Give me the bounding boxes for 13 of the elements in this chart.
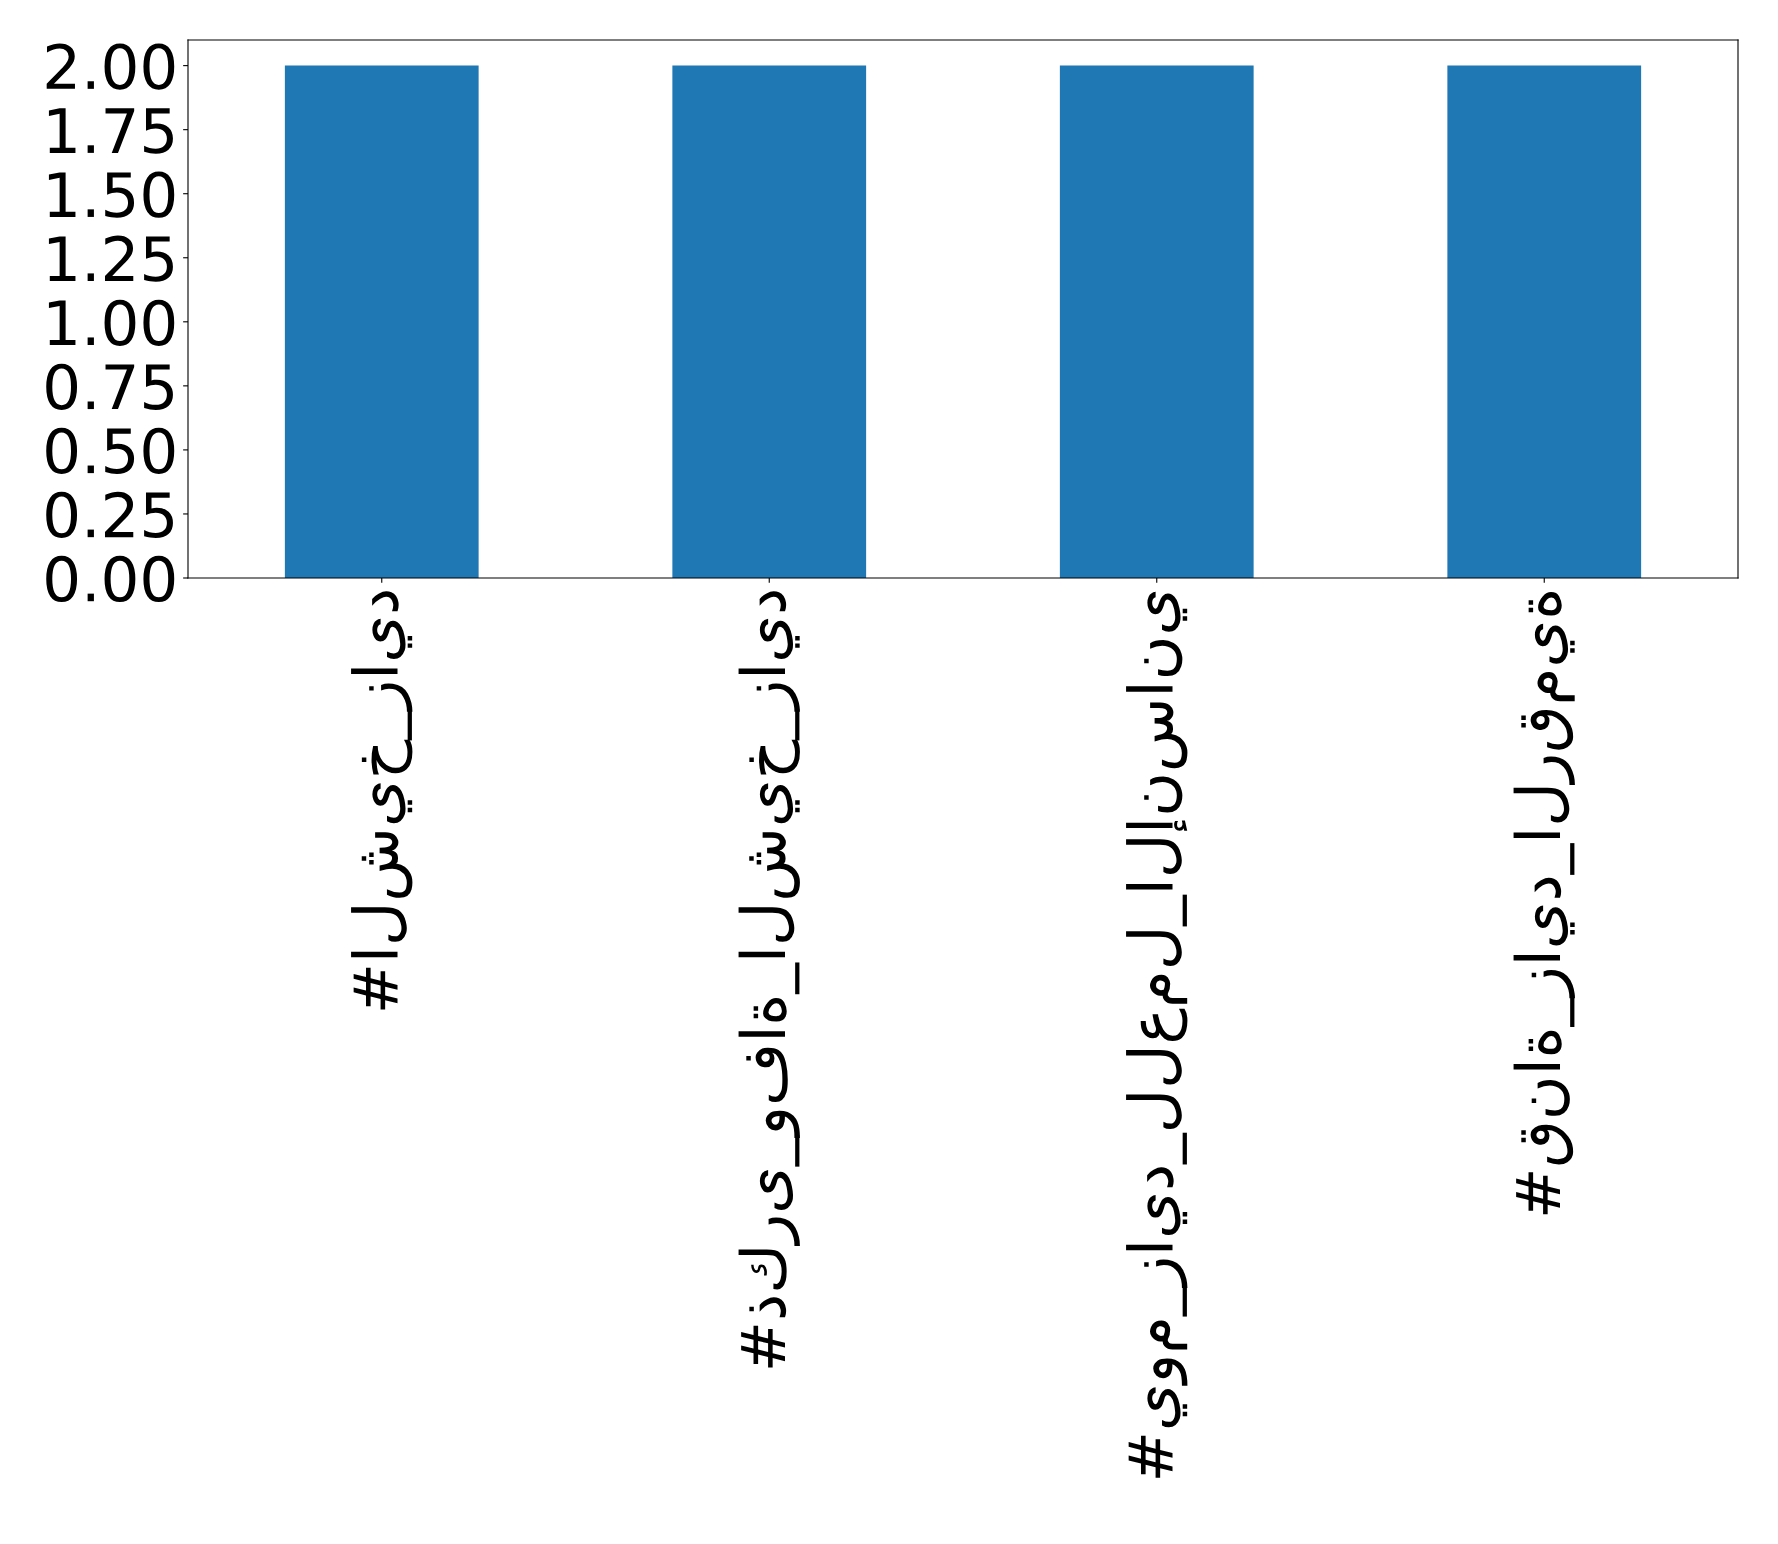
x-tick-label: #يوم_زايد_للعمل_الإنساني bbox=[1126, 591, 1188, 1478]
y-tick-label: 1.75 bbox=[48, 108, 173, 154]
y-tick-label: 1.00 bbox=[48, 299, 175, 346]
y-tick-label: 1.50 bbox=[48, 171, 175, 218]
x-tick-label: #الشيخ_زايد bbox=[351, 591, 413, 1010]
y-tick-label: 2.00 bbox=[46, 43, 175, 90]
x-tick-label: #قناة_زايد_الرقمية bbox=[1513, 592, 1575, 1215]
x-tick-label: #ذكرى_وفاة_الشيخ_زايد bbox=[738, 591, 800, 1368]
y-tick-label: 0.50 bbox=[46, 427, 175, 474]
y-tick-label: 1.25 bbox=[48, 235, 173, 282]
y-tick-label: 0.00 bbox=[46, 555, 175, 603]
y-tick-label: 0.25 bbox=[46, 491, 173, 539]
y-tick-label: 0.75 bbox=[46, 363, 173, 410]
